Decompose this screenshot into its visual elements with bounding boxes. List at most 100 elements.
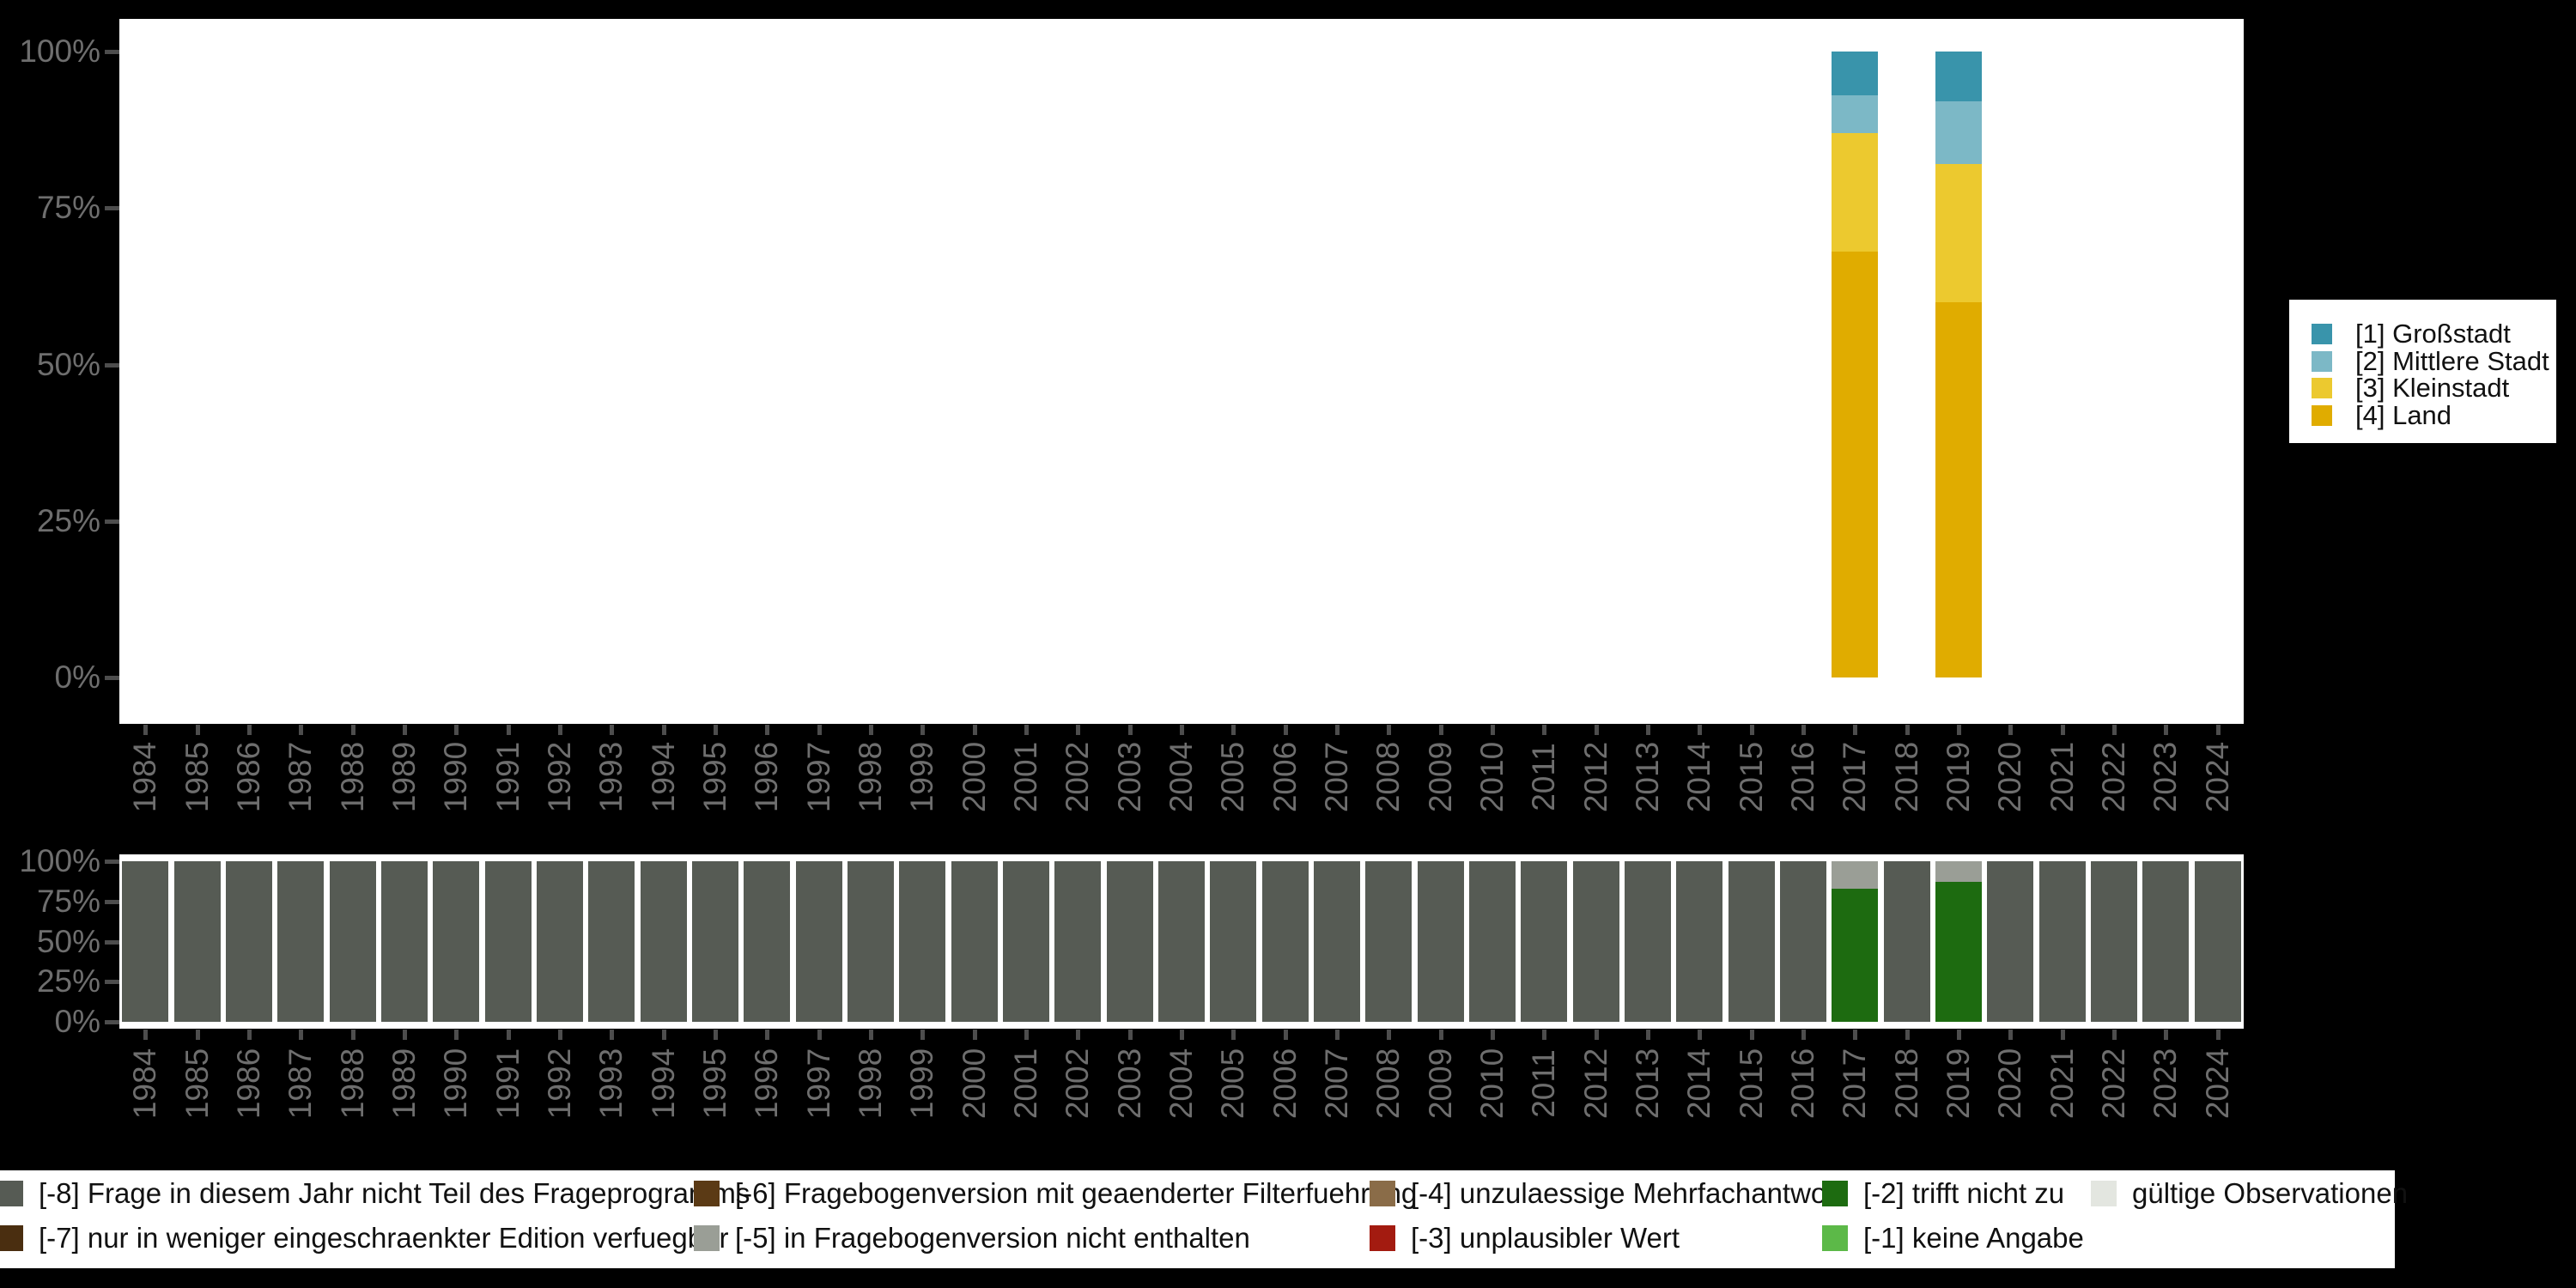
x-axis-year-label: 2020 (1992, 741, 2028, 813)
legend-label: [4] Land (2355, 399, 2452, 430)
bar-segment (1987, 861, 2034, 1022)
legend-swatch (2312, 378, 2332, 399)
bar-segment (1417, 861, 1464, 1022)
x-axis-tick (1801, 725, 1807, 735)
x-axis-tick (2164, 1030, 2169, 1040)
y-axis-tick-label: 25% (36, 502, 100, 538)
bar-segment (1521, 861, 1568, 1022)
x-axis-tick (1335, 725, 1340, 735)
x-axis-year-label: 2022 (2096, 741, 2132, 813)
bar-segment (225, 861, 272, 1022)
bar-segment (1314, 861, 1361, 1022)
x-axis-tick (299, 725, 304, 735)
x-axis-year-label: 2004 (1163, 741, 1199, 813)
bar-segment (122, 861, 169, 1022)
x-axis-year-label: 2004 (1163, 1048, 1199, 1120)
x-axis-tick (610, 725, 615, 735)
x-axis-year-label: 2003 (1111, 1048, 1147, 1120)
x-axis-year-label: 2016 (1785, 1048, 1821, 1120)
legend-label: [1] Großstadt (2355, 319, 2511, 349)
bar-segment (1365, 861, 1413, 1022)
bar-segment (795, 861, 842, 1022)
x-axis-tick (246, 725, 252, 735)
x-axis-tick (920, 1030, 926, 1040)
x-axis-tick (195, 1030, 200, 1040)
x-axis-year-label: 1998 (852, 1048, 888, 1120)
legend-label: [-8] Frage in diesem Jahr nicht Teil des… (39, 1177, 750, 1209)
bar-segment (277, 861, 325, 1022)
bar-segment (1261, 861, 1309, 1022)
x-axis-year-label: 1987 (283, 741, 319, 813)
category-legend-item: [4] Land (2312, 399, 2452, 430)
bar-segment (1935, 301, 1983, 677)
x-axis-year-label: 1990 (438, 741, 474, 813)
x-axis-tick (557, 1030, 562, 1040)
x-axis-year-label: 1987 (283, 1048, 319, 1120)
x-axis-year-label: 2020 (1992, 1048, 2028, 1120)
x-axis-year-label: 1998 (852, 741, 888, 813)
x-axis-tick (1231, 725, 1236, 735)
bar-segment (484, 861, 532, 1022)
x-axis-year-label: 2001 (1007, 741, 1043, 813)
x-axis-tick (2060, 725, 2065, 735)
x-axis-tick (972, 1030, 977, 1040)
bar-segment (173, 861, 221, 1022)
x-axis-year-label: 1985 (179, 1048, 215, 1120)
x-axis-year-label: 2022 (2096, 1048, 2132, 1120)
bar-segment (1106, 861, 1153, 1022)
x-axis-year-label: 2007 (1319, 741, 1355, 813)
x-axis-year-label: 2021 (2044, 741, 2080, 813)
x-axis-tick (661, 1030, 666, 1040)
bar-segment (1728, 861, 1775, 1022)
x-axis-year-label: 1984 (127, 741, 163, 813)
x-axis-year-label: 1995 (696, 741, 732, 813)
legend-label: [-7] nur in weniger eingeschraenkter Edi… (39, 1222, 729, 1254)
category-legend-item: [1] Großstadt (2312, 319, 2511, 349)
bar-segment (1210, 861, 1257, 1022)
legend-label: [-2] trifft nicht zu (1863, 1177, 2065, 1209)
legend-swatch (0, 1225, 23, 1251)
legend-label: [-5] in Fragebogenversion nicht enthalte… (735, 1222, 1250, 1254)
x-axis-year-label: 1988 (334, 741, 370, 813)
x-axis-tick (402, 1030, 407, 1040)
x-axis-tick (1698, 725, 1703, 735)
x-axis-year-label: 2018 (1888, 741, 1924, 813)
x-axis-tick (661, 725, 666, 735)
x-axis-year-label: 2006 (1267, 741, 1303, 813)
x-axis-year-label: 2006 (1267, 1048, 1303, 1120)
x-axis-tick (350, 1030, 355, 1040)
y-axis-tick-label: 50% (36, 923, 100, 959)
y-axis-tick (105, 206, 119, 211)
bar-segment (1832, 861, 1879, 889)
x-axis-tick (1180, 725, 1184, 735)
bar-segment (1780, 861, 1827, 1022)
bar-segment (433, 861, 480, 1022)
x-axis-year-label: 1996 (749, 1048, 785, 1120)
y-axis-tick-label: 25% (36, 963, 100, 999)
bar-segment (691, 861, 738, 1022)
x-axis-tick (1905, 725, 1910, 735)
missing-legend-item: [-5] in Fragebogenversion nicht enthalte… (694, 1222, 1250, 1254)
x-axis-year-label: 2015 (1733, 1048, 1769, 1120)
legend-swatch (1370, 1225, 1395, 1251)
legend-label: [-4] unzulaessige Mehrfachantwort (1411, 1177, 1844, 1209)
bar-segment (2194, 861, 2241, 1022)
x-axis-tick (557, 725, 562, 735)
category-legend-item: [3] Kleinstadt (2312, 373, 2509, 403)
y-axis-tick (105, 939, 119, 945)
x-axis-tick (610, 1030, 615, 1040)
legend-swatch (1370, 1181, 1395, 1206)
x-axis-tick (454, 1030, 459, 1040)
x-axis-year-label: 2012 (1577, 741, 1613, 813)
bar-segment (847, 861, 894, 1022)
legend-swatch (694, 1225, 720, 1251)
y-axis-tick (105, 362, 119, 368)
x-axis-year-label: 2002 (1060, 1048, 1096, 1120)
x-axis-tick (1594, 725, 1599, 735)
x-axis-year-label: 2001 (1007, 1048, 1043, 1120)
bar-segment (1054, 861, 1102, 1022)
x-axis-year-label: 1993 (593, 741, 629, 813)
x-axis-year-label: 1984 (127, 1048, 163, 1120)
bar-segment (640, 861, 687, 1022)
x-axis-tick (713, 725, 718, 735)
